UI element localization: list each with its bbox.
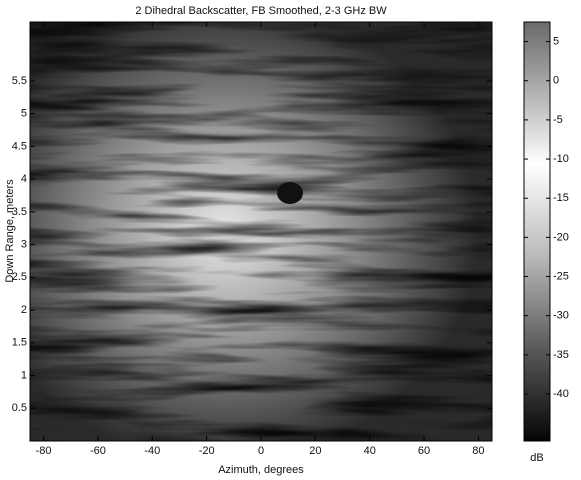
colorbar-tick-label: -10 bbox=[553, 153, 569, 165]
colorbar-tick-label: 5 bbox=[553, 35, 559, 47]
x-tick-label: -20 bbox=[199, 445, 215, 457]
y-tick-label: 0.5 bbox=[12, 402, 27, 414]
colorbar-tick-label: -40 bbox=[553, 388, 569, 400]
y-tick-label: 5.5 bbox=[12, 75, 27, 87]
x-tick-label: 20 bbox=[309, 445, 321, 457]
y-tick-label: 2 bbox=[21, 304, 27, 316]
colorbar-tick-label: 0 bbox=[553, 75, 559, 87]
y-tick-label: 4.5 bbox=[12, 140, 27, 152]
colorbar bbox=[523, 21, 551, 442]
y-tick-label: 2.5 bbox=[12, 271, 27, 283]
colorbar-tick-label: -20 bbox=[553, 231, 569, 243]
colorbar-tick-label: -5 bbox=[553, 114, 563, 126]
x-tick-label: -40 bbox=[144, 445, 160, 457]
y-tick-label: 3 bbox=[21, 239, 27, 251]
colorbar-tick-label: -15 bbox=[553, 192, 569, 204]
heatmap-image bbox=[30, 22, 492, 441]
colorbar-label: dB bbox=[530, 452, 543, 464]
chart-title: 2 Dihedral Backscatter, FB Smoothed, 2-3… bbox=[135, 5, 387, 17]
x-axis-label: Azimuth, degrees bbox=[218, 464, 304, 476]
y-tick-label: 5 bbox=[21, 108, 27, 120]
x-tick-label: -80 bbox=[36, 445, 52, 457]
x-tick-label: 40 bbox=[364, 445, 376, 457]
x-tick-label: 0 bbox=[258, 445, 264, 457]
colorbar-tick-label: -25 bbox=[553, 270, 569, 282]
y-axis-label: Down Range, meters bbox=[4, 179, 16, 283]
y-tick-label: 1 bbox=[21, 369, 27, 381]
x-tick-label: 60 bbox=[418, 445, 430, 457]
y-tick-label: 1.5 bbox=[12, 337, 27, 349]
x-tick-label: 80 bbox=[472, 445, 484, 457]
y-tick-label: 4 bbox=[21, 173, 27, 185]
colorbar-tick-label: -30 bbox=[553, 310, 569, 322]
colorbar-tick-label: -35 bbox=[553, 349, 569, 361]
y-tick-label: 3.5 bbox=[12, 206, 27, 218]
x-tick-label: -60 bbox=[90, 445, 106, 457]
